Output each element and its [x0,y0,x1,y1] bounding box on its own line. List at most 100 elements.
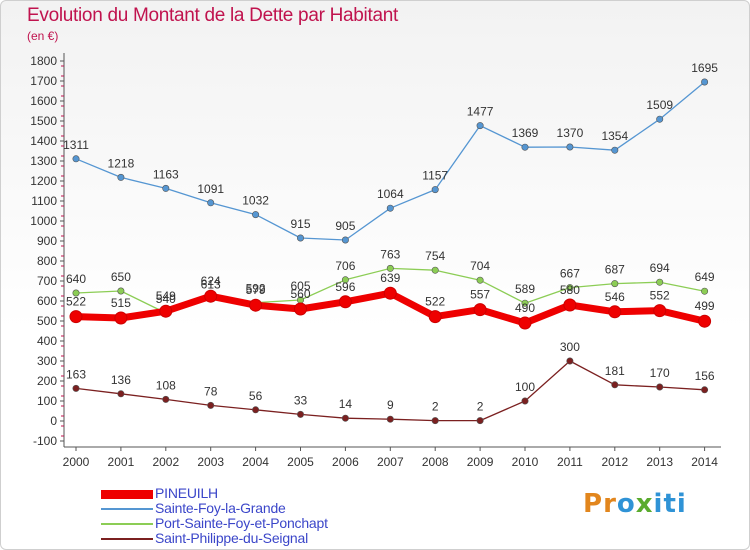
data-label: 640 [66,272,86,286]
y-tick-label: 1200 [30,174,57,188]
data-label: 1032 [242,194,269,208]
data-point [338,295,352,309]
data-point [476,276,484,284]
data-label: 557 [470,288,490,302]
data-point [698,314,712,328]
data-point [431,266,439,274]
logo-letter: i [653,489,664,519]
data-point [341,414,349,422]
x-tick-label: 2007 [377,455,404,469]
data-label: 136 [111,373,131,387]
legend-swatch [101,523,153,525]
data-point [701,78,709,86]
data-point [296,234,304,242]
logo-letter: P [583,489,604,519]
data-point [386,415,394,423]
legend-swatch [101,538,153,540]
data-label: 1157 [422,169,448,183]
data-label: 515 [111,296,131,310]
data-label: 613 [201,277,221,291]
data-point [341,236,349,244]
y-tick-label: 900 [37,234,57,248]
data-point [294,302,307,316]
data-label: 624 [201,274,221,288]
data-label: 170 [650,366,670,380]
data-label: 163 [66,367,86,381]
data-label: 108 [156,378,176,392]
data-point [162,184,170,192]
data-point [611,381,619,389]
data-label: 1091 [197,182,224,196]
data-label: 540 [156,292,176,306]
legend-label: Sainte-Foy-la-Grande [155,500,286,516]
x-tick-label: 2008 [422,455,449,469]
data-label: 1064 [377,187,404,201]
data-label: 2 [477,400,484,414]
data-point [656,278,664,286]
x-tick-label: 2010 [512,455,539,469]
data-point [296,410,304,418]
data-label: 499 [695,299,715,313]
x-tick-label: 2014 [691,455,718,469]
legend-swatch [101,489,153,499]
data-label: 56 [249,389,263,403]
data-point [476,417,484,425]
data-label: 100 [515,380,535,394]
data-point [566,357,574,365]
data-point [114,311,128,325]
data-label: 1695 [691,61,718,75]
data-point [159,304,173,318]
data-label: 704 [470,259,490,273]
x-tick-label: 2011 [557,455,583,469]
y-tick-label: 1600 [30,94,57,108]
logo-letter: o [616,489,636,519]
data-point [431,417,439,425]
data-point [72,155,80,163]
x-tick-label: 2006 [332,455,359,469]
data-label: 181 [605,364,625,378]
data-point [249,298,263,312]
data-point [428,310,442,324]
data-label: 9 [387,398,394,412]
data-label: 687 [605,263,625,277]
x-tick-label: 2004 [242,455,269,469]
x-tick-label: 2005 [287,455,314,469]
data-label: 552 [650,289,670,303]
data-label: 706 [335,259,355,273]
x-tick-label: 2000 [63,455,90,469]
data-point [207,401,215,409]
y-tick-label: 800 [37,254,57,268]
data-label: 579 [246,283,266,297]
data-point [701,287,709,295]
data-point [566,143,574,151]
data-label: 522 [425,295,445,309]
data-point [656,383,664,391]
legend-label: PINEUILH [155,485,218,501]
data-label: 754 [425,249,445,263]
y-tick-label: 600 [37,294,57,308]
data-point [117,390,125,398]
y-tick-label: 300 [37,354,57,368]
data-point [656,115,664,123]
data-label: 605 [290,279,310,293]
data-label: 546 [605,290,625,304]
x-tick-label: 2013 [646,455,673,469]
data-point [386,264,394,272]
data-label: 649 [695,270,715,284]
y-tick-label: 1100 [31,194,57,208]
data-point [611,146,619,154]
data-label: 763 [380,247,400,261]
data-label: 2 [432,400,439,414]
logo-letter: i [676,489,687,519]
data-point [566,284,574,292]
data-label: 300 [560,340,580,354]
data-point [341,276,349,284]
data-label: 1354 [601,129,628,143]
data-label: 560 [290,287,310,301]
series-line-1 [75,81,706,241]
logo-letter: r [603,489,617,519]
data-label: 1370 [557,126,584,140]
data-label: 1311 [63,138,89,152]
data-label: 915 [290,217,310,231]
data-point [701,386,709,394]
